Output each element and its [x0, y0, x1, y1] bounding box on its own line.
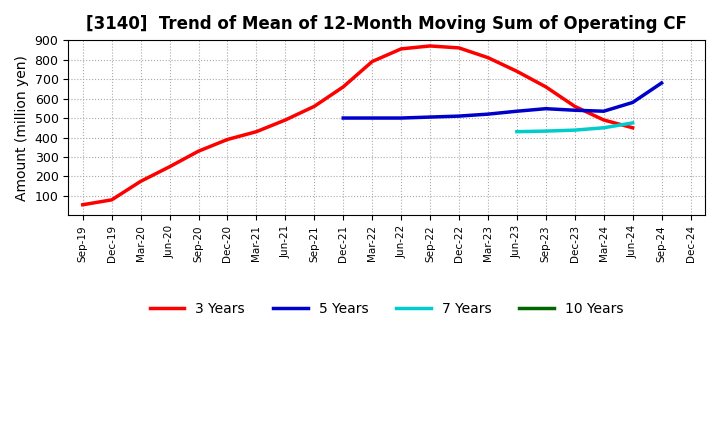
5 Years: [570, 108, 579, 113]
3 Years: [166, 164, 174, 169]
7 Years: [513, 129, 521, 134]
5 Years: [629, 100, 637, 105]
5 Years: [426, 114, 434, 120]
3 Years: [310, 104, 319, 109]
Y-axis label: Amount (million yen): Amount (million yen): [15, 55, 29, 201]
3 Years: [78, 202, 87, 207]
7 Years: [541, 128, 550, 134]
5 Years: [513, 109, 521, 114]
7 Years: [570, 128, 579, 133]
3 Years: [194, 149, 203, 154]
3 Years: [484, 55, 492, 60]
Title: [3140]  Trend of Mean of 12-Month Moving Sum of Operating CF: [3140] Trend of Mean of 12-Month Moving …: [86, 15, 687, 33]
3 Years: [397, 46, 405, 51]
3 Years: [426, 43, 434, 48]
3 Years: [629, 125, 637, 130]
5 Years: [484, 111, 492, 117]
Line: 7 Years: 7 Years: [517, 123, 633, 132]
3 Years: [368, 59, 377, 64]
7 Years: [629, 120, 637, 125]
5 Years: [454, 114, 463, 119]
3 Years: [513, 69, 521, 74]
5 Years: [599, 109, 608, 114]
3 Years: [136, 179, 145, 184]
3 Years: [223, 137, 232, 142]
3 Years: [339, 84, 348, 89]
3 Years: [454, 45, 463, 51]
5 Years: [397, 115, 405, 121]
3 Years: [107, 197, 116, 202]
3 Years: [570, 104, 579, 109]
3 Years: [281, 117, 289, 123]
7 Years: [599, 125, 608, 130]
3 Years: [252, 129, 261, 134]
Legend: 3 Years, 5 Years, 7 Years, 10 Years: 3 Years, 5 Years, 7 Years, 10 Years: [144, 296, 629, 321]
5 Years: [339, 115, 348, 121]
3 Years: [599, 117, 608, 123]
3 Years: [541, 84, 550, 89]
5 Years: [541, 106, 550, 111]
5 Years: [368, 115, 377, 121]
5 Years: [657, 81, 666, 86]
Line: 3 Years: 3 Years: [83, 46, 633, 205]
Line: 5 Years: 5 Years: [343, 83, 662, 118]
